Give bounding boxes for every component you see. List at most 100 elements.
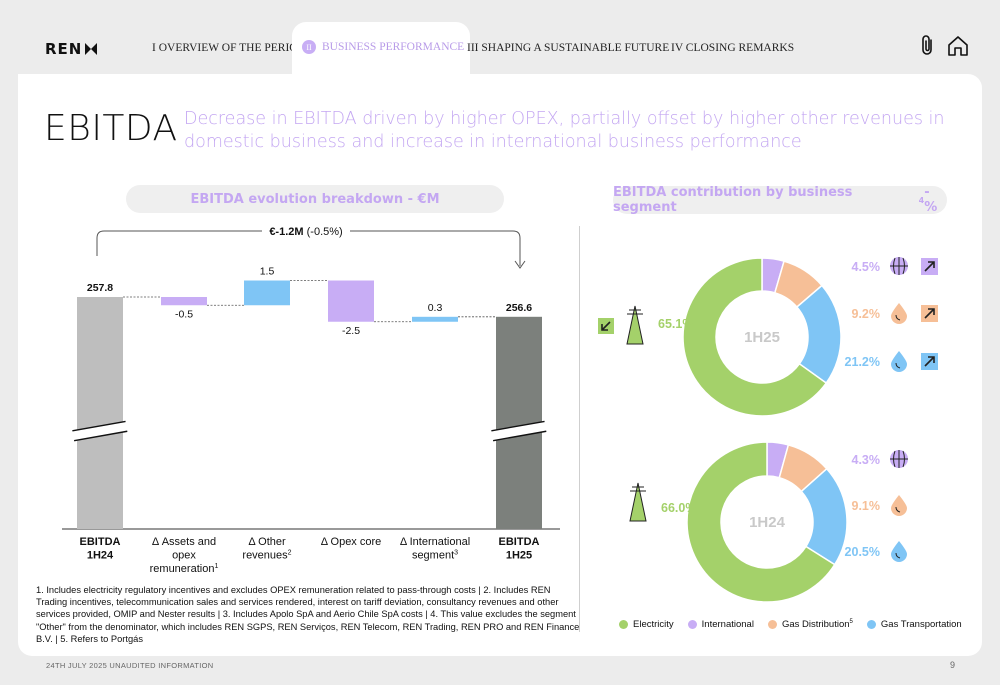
data-label: 0.3: [428, 302, 443, 314]
category-label: EBITDA: [499, 536, 540, 548]
trend-down-arrow-icon: [598, 318, 614, 334]
segment-value: 20.5%: [845, 545, 880, 559]
segment-value: 21.2%: [845, 355, 880, 369]
drop-highlight: [895, 506, 901, 513]
category-sup: 2: [288, 550, 292, 557]
globe-icon: [890, 450, 908, 468]
category-label: 1H25: [506, 550, 532, 562]
vertical-divider: [579, 226, 580, 632]
axis-break-gap: [491, 421, 547, 441]
category-label: revenues2: [242, 550, 291, 562]
waterfall-bar: [412, 316, 458, 322]
right-header-tail: - %: [924, 185, 938, 215]
water-drop-icon: [891, 351, 907, 372]
donut-slice: [682, 257, 828, 417]
left-section-header: EBITDA evolution breakdown - €M: [126, 185, 504, 213]
data-label: 256.6: [506, 302, 532, 314]
tab-business-performance[interactable]: II BUSINESS PERFORMANCE: [302, 40, 464, 54]
waterfall-bar: [244, 280, 290, 306]
trend-up-arrow-icon: [921, 258, 938, 275]
drop-highlight: [895, 314, 901, 321]
segment-donut-charts: 1H25 65.1% 4.5% 9.2% 21.2% 1H24 66.0% 4.3% 9.1% 2…: [598, 257, 938, 603]
category-label: 1H24: [87, 550, 114, 562]
water-drop-icon: [891, 303, 907, 324]
axis-break-line: [72, 420, 126, 432]
drop-shape: [891, 303, 907, 324]
category-label: Δ Other: [248, 536, 286, 548]
bracket-right: [350, 230, 521, 266]
paperclip-icon[interactable]: [919, 34, 937, 58]
legend-item-electricity: Electricity: [619, 619, 674, 630]
legend-label: Gas Distribution: [781, 619, 850, 631]
tab-overview[interactable]: I OVERVIEW OF THE PERIOD: [152, 42, 306, 54]
donut-center-label: 1H25: [744, 329, 780, 346]
legend-dot: [866, 620, 876, 630]
card-corner: [18, 74, 292, 94]
page-subtitle: Decrease in EBITDA driven by higher OPEX…: [184, 109, 945, 152]
annotation-bold: €-1.2M: [269, 226, 303, 238]
legend-dot: [687, 620, 697, 630]
category-label: remuneration1: [150, 563, 219, 575]
legend-item-international: International: [687, 619, 754, 631]
drop-shape: [891, 351, 907, 372]
legend-label: Gas Transportation: [880, 619, 962, 631]
right-section-header: EBITDA contribution by business segment 4…: [613, 185, 947, 215]
bracket-arrow: [514, 260, 526, 269]
trend-up-arrow-icon: [921, 353, 938, 370]
waterfall-bar: [328, 280, 374, 322]
tower-shape: [629, 482, 647, 522]
data-label: -2.5: [342, 325, 360, 337]
tab-closing-remarks[interactable]: IV CLOSING REMARKS: [671, 42, 795, 54]
tower-shape: [626, 305, 644, 345]
annotation-rest: (-0.5%): [304, 226, 343, 238]
arrow-shape: [601, 321, 611, 331]
drop-highlight: [895, 552, 901, 559]
legend-label: International: [701, 619, 754, 631]
category-sup: 1: [214, 563, 218, 570]
page-title: EBITDA: [44, 108, 178, 149]
logo-mark-icon: [85, 43, 98, 55]
electricity-value: 65.1%: [658, 317, 693, 331]
home-icon[interactable]: [946, 34, 970, 58]
legend-item-gas-distribution: Gas Distribution5: [767, 619, 853, 631]
bracket-left: [96, 230, 262, 256]
change-annotation: €-1.2M (-0.5%): [269, 226, 342, 238]
tab-number-badge: II: [302, 40, 316, 54]
electricity-value: 66.0%: [661, 501, 696, 515]
data-label: 257.8: [87, 282, 113, 294]
segment-value: 9.2%: [852, 307, 881, 321]
drop-shape: [891, 541, 907, 562]
legend-dot: [619, 620, 628, 630]
drop-highlight: [895, 362, 901, 369]
water-drop-icon: [891, 495, 907, 516]
legend-label: Electricity: [633, 619, 674, 631]
ebitda-waterfall-chart: 257.8 -0.5 1.5 -2.5 0.3 256.6 EBITDA 1H24 Δ Asse…: [62, 226, 560, 575]
arrow-shape: [924, 308, 935, 319]
segment-value: 4.3%: [852, 453, 881, 467]
transmission-tower-icon: [626, 305, 644, 345]
axis-break-line: [492, 430, 547, 442]
tab-label: BUSINESS PERFORMANCE: [322, 41, 465, 53]
top-navigation: REN I OVERVIEW OF THE PERIOD II BUSINESS…: [0, 0, 1000, 74]
donut-slice: [686, 441, 836, 603]
donut-center-label: 1H24: [749, 514, 786, 531]
legend-item-gas-transportation: Gas Transportation: [866, 619, 962, 631]
logo-text: REN: [45, 40, 83, 58]
right-header-sup: 4: [918, 195, 925, 205]
category-label: Δ Opex core: [321, 536, 382, 548]
transmission-tower-icon: [629, 482, 647, 522]
legend-dot: [767, 620, 777, 630]
right-header-main: EBITDA contribution by business segment: [613, 185, 853, 215]
drop-shape: [891, 495, 907, 516]
category-label: Δ Assets and: [152, 536, 216, 548]
axis-break-line: [73, 430, 128, 442]
data-label: -0.5: [175, 308, 193, 320]
page-number: 9: [950, 660, 956, 670]
ren-logo[interactable]: REN: [45, 40, 98, 58]
tab-business-performance-bg: [292, 22, 470, 74]
footnotes: 1. Includes electricity regulatory incen…: [36, 585, 580, 644]
tab-sustainable-future[interactable]: III SHAPING A SUSTAINABLE FUTURE: [467, 42, 670, 54]
category-label: Δ International: [400, 536, 470, 548]
globe-lines: [890, 257, 908, 275]
data-label: 1.5: [260, 266, 275, 278]
